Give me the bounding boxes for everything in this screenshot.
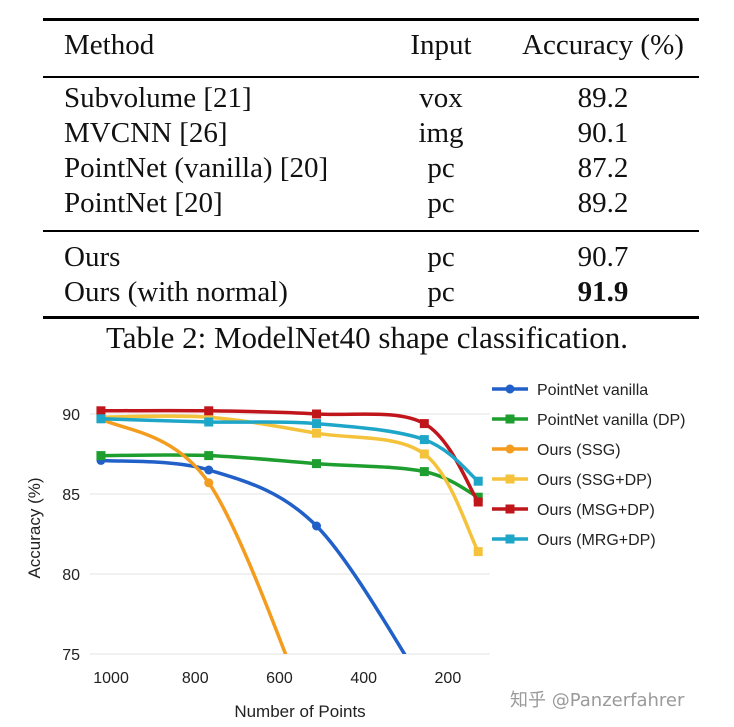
chart-axes: 75 80 85 90 1000 800 600 400 200 Number of Points… <box>25 407 461 721</box>
series-group <box>96 406 483 507</box>
table-top-rule <box>43 18 699 21</box>
row-input: pc <box>427 241 455 273</box>
row-method: Ours <box>64 241 121 273</box>
header-input: Input <box>410 29 472 61</box>
row-accuracy: 87.2 <box>577 152 629 184</box>
table-bottom-rule <box>43 316 699 319</box>
series-group <box>96 455 407 654</box>
series-point <box>312 419 322 429</box>
series-point <box>419 419 429 429</box>
legend-swatch-marker <box>505 504 515 514</box>
series-point <box>96 451 106 461</box>
x-tick-label: 200 <box>435 670 462 687</box>
legend-entry: PointNet vanilla <box>492 382 648 399</box>
row-input: pc <box>427 276 455 308</box>
series-point <box>204 465 214 475</box>
series-point <box>473 476 483 486</box>
row-accuracy: 90.1 <box>577 117 629 149</box>
row-input: pc <box>427 187 455 219</box>
series-point <box>312 428 322 438</box>
legend-entry: Ours (SSG) <box>492 442 621 459</box>
legend-label: Ours (MSG+DP) <box>537 502 655 519</box>
row-input: pc <box>427 152 455 184</box>
series-point <box>419 449 429 459</box>
header-rule <box>43 76 699 78</box>
legend-swatch-marker <box>505 534 515 544</box>
y-tick-label: 85 <box>62 487 80 504</box>
x-tick-label: 400 <box>350 670 377 687</box>
series-point <box>419 467 429 477</box>
watermark: 知乎 @Panzerfahrer <box>510 690 685 711</box>
series-line <box>100 453 480 499</box>
x-axis-title: Number of Points <box>234 702 365 721</box>
chart-legend: PointNet vanilla PointNet vanilla (DP) Our… <box>492 382 686 549</box>
row-accuracy: 90.7 <box>577 241 629 273</box>
chart-gridlines <box>90 413 490 655</box>
series-point <box>204 412 214 422</box>
header-method: Method <box>64 29 155 61</box>
series-point <box>204 406 214 416</box>
legend-entry: Ours (MRG+DP) <box>492 532 656 549</box>
series-point <box>473 547 483 557</box>
y-tick-label: 80 <box>62 567 80 584</box>
series-point <box>419 435 429 445</box>
series-point <box>473 492 483 502</box>
series-line <box>100 458 407 654</box>
y-axis-title: Accuracy (%) <box>25 477 44 578</box>
x-tick-label: 1000 <box>93 670 129 687</box>
series-line <box>100 417 288 654</box>
row-input: vox <box>419 82 463 114</box>
row-method: Subvolume [21] <box>64 82 252 114</box>
legend-label: PointNet vanilla (DP) <box>537 412 686 429</box>
row-input: img <box>418 117 464 149</box>
x-tick-label: 800 <box>182 670 209 687</box>
series-point <box>96 414 106 424</box>
series-point <box>312 521 322 531</box>
legend-entry: Ours (SSG+DP) <box>492 472 652 489</box>
table-caption: Table 2: ModelNet40 shape classification… <box>105 320 629 355</box>
series-point <box>473 497 483 507</box>
legend-entry: PointNet vanilla (DP) <box>492 412 686 429</box>
series-point <box>312 459 322 469</box>
y-tick-label: 75 <box>62 647 80 664</box>
row-method: Ours (with normal) <box>64 276 288 308</box>
legend-swatch-marker <box>505 384 515 394</box>
row-accuracy-best: 91.9 <box>577 276 629 308</box>
row-accuracy: 89.2 <box>577 82 629 114</box>
legend-label: PointNet vanilla <box>537 382 648 399</box>
section-rule <box>43 230 699 232</box>
series-point <box>96 406 106 416</box>
series-group <box>96 414 483 486</box>
series-group <box>96 451 483 502</box>
accuracy-chart: 75 80 85 90 1000 800 600 400 200 Number of Points… <box>25 382 686 721</box>
series-point <box>204 478 214 488</box>
legend-label: Ours (MRG+DP) <box>537 532 656 549</box>
legend-label: Ours (SSG) <box>537 442 621 459</box>
legend-swatch-marker <box>505 414 515 424</box>
chart-series <box>96 406 483 654</box>
series-point <box>204 417 214 427</box>
legend-entry: Ours (MSG+DP) <box>492 502 655 519</box>
series-point <box>312 409 322 419</box>
legend-swatch-marker <box>505 474 515 484</box>
series-point <box>204 451 214 461</box>
y-tick-label: 90 <box>62 407 80 424</box>
legend-label: Ours (SSG+DP) <box>537 472 652 489</box>
row-method: PointNet (vanilla) [20] <box>64 152 329 184</box>
legend-swatch-marker <box>505 444 515 454</box>
series-group <box>96 412 483 557</box>
header-accuracy: Accuracy (%) <box>522 29 684 61</box>
row-accuracy: 89.2 <box>577 187 629 219</box>
row-method: PointNet [20] <box>64 187 223 219</box>
row-method: MVCNN [26] <box>64 117 228 149</box>
x-tick-label: 600 <box>266 670 293 687</box>
